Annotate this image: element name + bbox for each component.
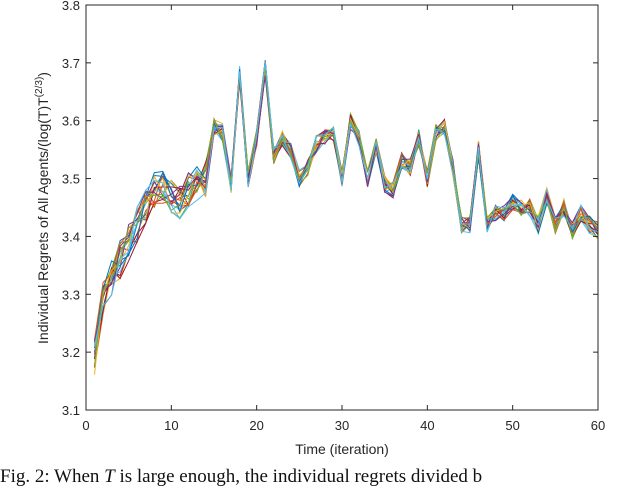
y-tick-label: 3.6 [62,114,80,129]
y-axis-title-tail: ) [35,72,51,77]
axes [85,4,599,411]
agent-line [94,60,599,340]
figure-caption: Fig. 2: When T is large enough, the indi… [0,466,640,488]
y-tick-label: 3.1 [62,403,80,418]
y-tick-label: 3.4 [62,229,80,244]
y-axis-title-superscript: (2/3) [34,77,45,98]
y-tick-label: 3.8 [62,0,80,13]
x-axis-tick-labels: 0 10 20 30 40 50 60 [82,418,605,433]
y-tick-label: 3.2 [62,345,80,360]
caption-prefix: Fig. 2: When [0,466,105,487]
y-axis-title-main: Individual Regrets of All Agents/(log(T)… [35,97,51,344]
agent-line [94,68,599,375]
y-axis-title: Individual Regrets of All Agents/(log(T)… [34,72,51,344]
agent-regret-lines [94,60,599,375]
agent-line [94,63,599,367]
caption-suffix: is large enough, the individual regrets … [114,466,483,487]
y-tick-label: 3.7 [62,56,80,71]
agent-line [94,68,599,368]
caption-variable: T [104,466,115,487]
x-tick-label: 10 [164,418,178,433]
x-tick-label: 60 [591,418,605,433]
agent-line [94,67,599,367]
x-tick-label: 0 [82,418,89,433]
x-tick-label: 40 [420,418,434,433]
agent-line [94,67,599,368]
agent-line [94,61,599,346]
x-tick-label: 20 [249,418,263,433]
x-tick-label: 30 [335,418,349,433]
y-tick-label: 3.5 [62,172,80,187]
agent-line [94,73,599,358]
y-tick-label: 3.3 [62,287,80,302]
x-tick-label: 50 [505,418,519,433]
line-chart: 0 10 20 30 40 50 60 3.1 3.2 3.3 3.4 3.5 3.6 3.7 3.8 T… [34,0,605,457]
y-axis-tick-labels: 3.1 3.2 3.3 3.4 3.5 3.6 3.7 3.8 [62,0,80,418]
x-axis-title: Time (iteration) [295,441,389,457]
